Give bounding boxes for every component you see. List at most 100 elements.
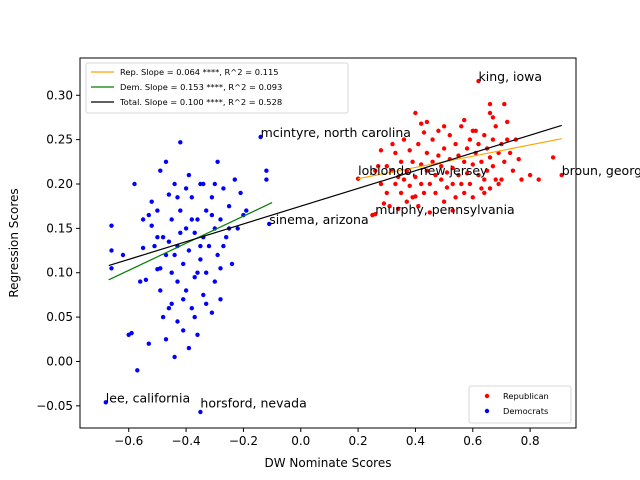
democrats-point: [212, 181, 217, 187]
legend-label-rep: Rep. Slope = 0.064 ****, R^2 = 0.115: [120, 67, 279, 77]
republican-point: [424, 119, 430, 125]
democrats-point: [204, 301, 209, 306]
point-annotation: broun, georgia: [562, 163, 640, 178]
democrats-point: [135, 368, 140, 373]
democrats-point: [109, 223, 114, 228]
republican-point: [516, 157, 521, 162]
democrats-point: [204, 208, 209, 213]
republican-point: [427, 210, 432, 215]
republican-point: [444, 185, 450, 190]
republican-point: [462, 159, 467, 164]
democrats-point: [267, 221, 272, 227]
republican-point: [493, 177, 498, 182]
point-annotation: sinema, arizona: [269, 212, 368, 227]
democrats-point: [264, 168, 269, 173]
republican-point: [479, 186, 484, 191]
democrats-point: [238, 190, 243, 196]
republican-point: [421, 190, 427, 196]
x-axis-ticks: −0.6 −0.4 −0.2 0.0 0.2 0.4 0.6 0.8: [114, 428, 540, 448]
republican-point: [384, 190, 389, 196]
republican-point: [398, 190, 404, 196]
republican-point: [416, 141, 421, 147]
x-tick-label: 0.6: [463, 434, 482, 448]
democrats-point: [146, 341, 151, 346]
republican-point: [450, 165, 455, 171]
republican-point: [490, 164, 496, 169]
republican-point: [441, 124, 447, 129]
legend-label-dem: Dem. Slope = 0.153 ****, R^2 = 0.093: [120, 82, 282, 92]
democrats-point: [140, 217, 146, 222]
republican-point: [462, 117, 467, 123]
democrats-point: [195, 332, 200, 337]
y-tick-label: 0.05: [46, 310, 73, 324]
republican-point: [462, 190, 467, 196]
democrats-point: [166, 306, 172, 311]
democrats-point: [149, 223, 154, 228]
x-tick-label: −0.4: [172, 434, 201, 448]
y-tick-label: 0.15: [46, 221, 73, 235]
x-tick-label: 0.8: [521, 434, 540, 448]
republican-point: [401, 177, 407, 182]
democrats-point: [109, 248, 114, 253]
legend-marker-republican: [484, 393, 490, 399]
y-axis-label: Regression Scores: [7, 188, 21, 297]
point-annotation: lee, california: [106, 390, 190, 405]
democrats-point: [215, 159, 220, 164]
republican-point: [505, 119, 510, 125]
democrats-point: [175, 319, 180, 324]
democrats-point: [201, 181, 206, 187]
republican-point: [490, 137, 496, 142]
democrats-point: [229, 261, 235, 267]
point-annotation: murphy, pennsylvania: [375, 202, 514, 217]
y-axis-ticks: −0.05 0.00 0.05 0.10 0.15 0.20 0.25 0.30: [36, 88, 80, 413]
democrats-point: [160, 235, 166, 240]
democrats-point: [172, 181, 177, 187]
republican-point: [470, 162, 475, 167]
republican-point: [490, 115, 496, 120]
republican-point: [476, 141, 481, 147]
line-legend: Rep. Slope = 0.064 ****, R^2 = 0.115 Dem…: [85, 62, 349, 114]
republican-point: [479, 159, 484, 164]
republican-point: [436, 128, 441, 133]
republican-point: [401, 137, 407, 142]
democrats-point: [209, 195, 215, 200]
democrats-point: [258, 134, 263, 140]
democrats-point: [235, 226, 240, 231]
democrats-point: [183, 186, 189, 191]
democrats-point: [109, 266, 114, 271]
legend-marker-democrats: [484, 408, 490, 414]
republican-point: [436, 153, 441, 158]
republican-point: [482, 177, 487, 182]
democrats-point: [132, 181, 137, 187]
democrats-point: [192, 314, 197, 320]
democrats-point: [226, 204, 232, 209]
democrats-point: [192, 230, 197, 235]
democrats-point: [163, 337, 169, 342]
plot-frame: [79, 57, 577, 429]
republican-point: [470, 128, 475, 133]
democrats-point: [178, 208, 183, 213]
rep-fit-line: [357, 138, 562, 180]
fit-lines-layer: [108, 124, 562, 281]
democrats-point: [189, 306, 194, 311]
democrats-point: [215, 252, 220, 258]
point-annotation: mcintyre, north carolina: [261, 125, 411, 140]
democrats-point: [155, 208, 160, 213]
democrats-point: [224, 235, 229, 240]
democrats-point: [195, 270, 200, 275]
republican-point: [519, 177, 524, 182]
series-layer: [103, 78, 564, 415]
republican-point: [502, 101, 507, 107]
democrats-point: [143, 277, 149, 282]
democrats-point: [172, 354, 177, 360]
democrats-point: [218, 266, 223, 271]
x-tick-label: 0.0: [291, 434, 310, 448]
democrats-point: [149, 199, 154, 204]
legend-label-democrats: Democrats: [503, 406, 548, 416]
democrats-point: [160, 314, 166, 320]
x-tick-label: 0.4: [406, 434, 425, 448]
republican-point: [476, 78, 481, 84]
republican-point: [427, 181, 432, 187]
republican-point: [487, 110, 493, 116]
